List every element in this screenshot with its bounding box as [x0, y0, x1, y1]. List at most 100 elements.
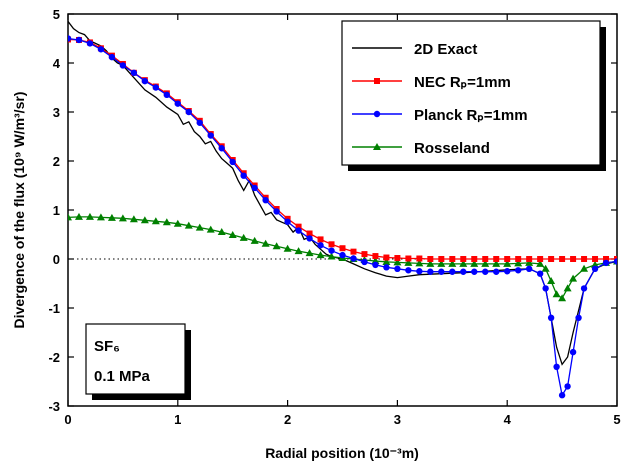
series-point	[526, 256, 533, 262]
series-point	[581, 256, 588, 262]
series-point	[547, 314, 555, 321]
series-point	[580, 264, 589, 272]
series-point	[613, 258, 617, 265]
series-point	[108, 53, 116, 61]
x-tick-label: 5	[613, 412, 620, 427]
y-tick-label: -2	[48, 350, 60, 365]
x-axis-title: Radial position (10⁻³m)	[265, 445, 419, 461]
series-point	[262, 197, 269, 204]
legend-label-0: 2D Exact	[414, 41, 477, 58]
x-tick-label: 2	[284, 412, 291, 427]
series-point	[85, 212, 94, 220]
series-point	[97, 46, 105, 53]
series-point	[580, 285, 588, 292]
series-point	[471, 268, 478, 275]
series-point	[295, 223, 302, 230]
series-point	[305, 249, 314, 257]
x-tick-label: 1	[174, 412, 181, 427]
series-point	[427, 268, 434, 275]
series-point	[339, 251, 346, 259]
series-point	[350, 248, 357, 255]
series-point	[306, 235, 313, 242]
series-point	[460, 256, 467, 262]
legend-label-1: NEC Rₚ=1mm	[414, 74, 511, 91]
series-point	[404, 258, 413, 266]
y-tick-label: 0	[53, 252, 60, 267]
series-point	[504, 268, 511, 275]
series-point	[284, 218, 291, 225]
series-point	[558, 392, 566, 399]
series-point	[482, 256, 489, 262]
series-point	[240, 172, 247, 179]
series-point	[514, 259, 523, 267]
annotation-gas: SF₆	[94, 338, 120, 355]
series-point	[575, 314, 582, 321]
series-point	[68, 35, 72, 42]
series-point	[229, 158, 236, 166]
annotation-frame	[85, 323, 186, 395]
y-tick-label: 4	[53, 56, 61, 71]
series-point	[569, 274, 578, 282]
series-point	[504, 256, 511, 262]
series-point	[130, 69, 138, 77]
series-point	[547, 277, 556, 285]
x-tick-label: 3	[394, 412, 401, 427]
series-point	[174, 100, 181, 107]
series-point	[536, 259, 545, 267]
series-point	[503, 259, 512, 267]
series-point	[493, 268, 500, 275]
series-point	[250, 236, 259, 244]
series-point	[437, 259, 446, 267]
series-point	[207, 132, 214, 139]
annotation-box: SF₆ 0.1 MPa	[85, 323, 191, 400]
series-point	[206, 225, 215, 233]
series-point	[371, 256, 380, 264]
series-point	[548, 256, 555, 262]
series-point	[537, 256, 544, 262]
series-point	[295, 227, 302, 234]
series-point	[185, 108, 192, 116]
series-point	[173, 219, 182, 227]
x-tick-label: 4	[504, 412, 512, 427]
series-point	[438, 268, 445, 275]
series-point	[327, 252, 336, 260]
series-point	[217, 228, 226, 236]
legend-label-3: Rosseland	[414, 140, 490, 157]
series-point	[328, 247, 335, 254]
series-point	[492, 259, 501, 267]
series-point	[306, 230, 313, 237]
series-point	[536, 270, 544, 277]
series-point	[448, 259, 457, 267]
series-point	[591, 265, 599, 272]
series-point	[482, 268, 489, 275]
series-point	[317, 242, 324, 249]
series-point	[195, 223, 204, 231]
series-point	[140, 216, 149, 224]
series-point	[141, 77, 149, 85]
series-point	[515, 256, 522, 262]
series-point	[75, 36, 83, 44]
series-point	[481, 259, 490, 267]
legend-items: 2D Exact NEC Rₚ=1mm Planck Rₚ=1mm Rosseland	[352, 41, 528, 157]
series-point	[86, 40, 94, 47]
annotation-pressure: 0.1 MPa	[94, 368, 151, 385]
series-point	[493, 256, 500, 262]
series-point	[514, 267, 522, 274]
legend-marker-1	[374, 78, 380, 84]
series-point	[559, 256, 566, 262]
axis-ticks: 0 1 2 3 4 5 -3 -2 -1 0 1 2 3 4 5	[48, 7, 620, 427]
y-axis-title: Divergence of the flux (10⁹ W/m³/sr)	[11, 92, 27, 329]
series-point	[558, 294, 567, 302]
series-point	[416, 255, 423, 262]
series-point	[553, 363, 560, 370]
series-point	[317, 236, 324, 243]
series-3	[68, 212, 617, 302]
series-point	[107, 213, 116, 221]
series-point	[218, 145, 225, 152]
series-point	[261, 239, 270, 247]
series-point	[394, 255, 401, 262]
series-point	[129, 215, 138, 223]
series-point	[328, 241, 335, 248]
series-point	[383, 254, 390, 261]
